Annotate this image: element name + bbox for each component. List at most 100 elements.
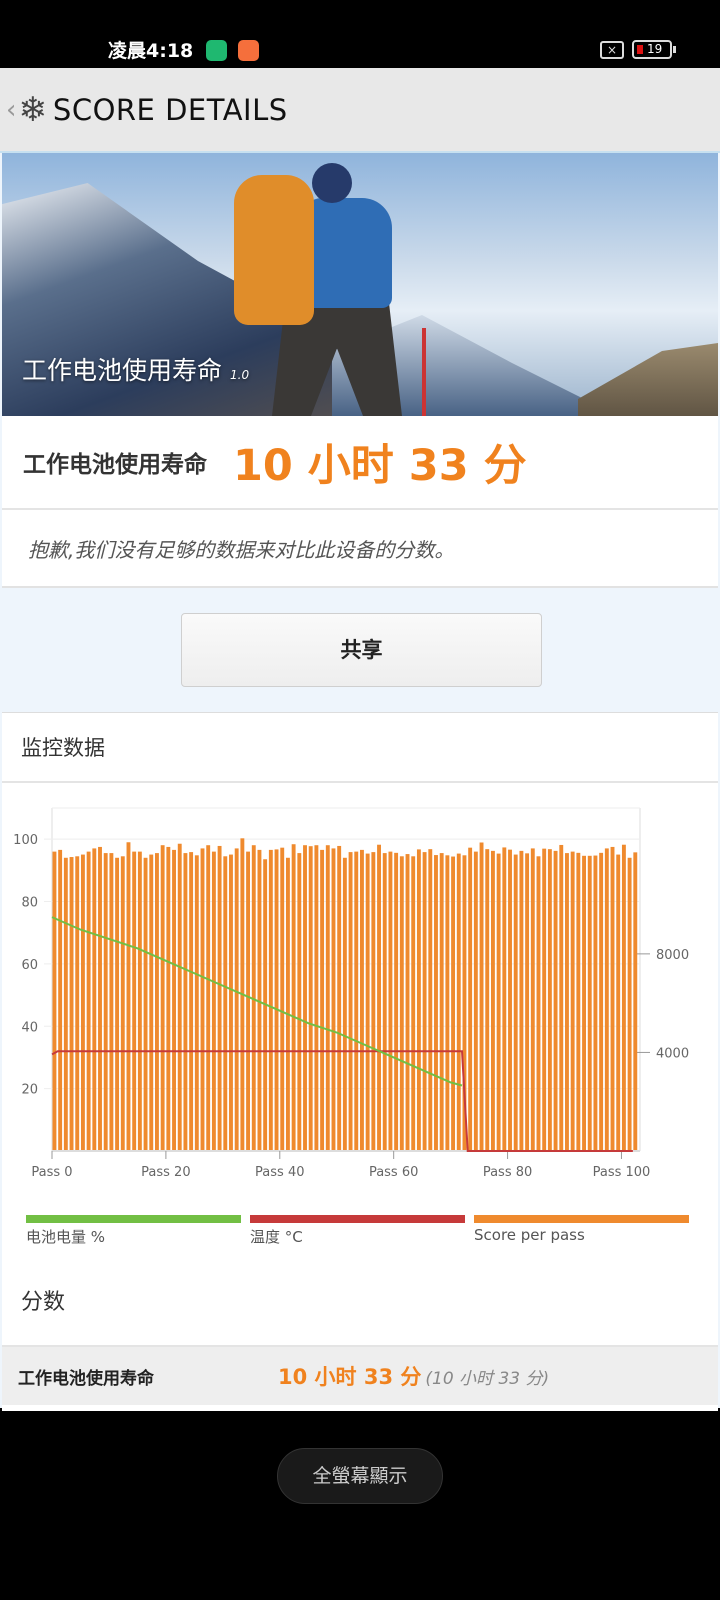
- score-bar: [149, 854, 154, 1151]
- battery-line: [51, 916, 463, 1087]
- score-bar: [377, 844, 381, 1151]
- chart-legend: 电池电量 % 温度 °C Score per pass: [26, 1215, 689, 1247]
- score-bar: [291, 844, 296, 1151]
- score-bar: [194, 855, 199, 1151]
- score-bar: [496, 853, 501, 1151]
- score-bar: [519, 850, 524, 1151]
- score-value: 10 小时 33 分: [233, 441, 527, 491]
- left-tick-label: 20: [21, 1083, 38, 1098]
- score-bar: [348, 852, 353, 1151]
- right-tick-label: 8000: [656, 948, 689, 963]
- score-bar: [155, 853, 159, 1151]
- score-bar: [308, 846, 313, 1151]
- score-bar: [621, 844, 626, 1151]
- score-bar: [126, 842, 131, 1151]
- sim-none-icon: ×: [600, 40, 624, 59]
- score-bar: [490, 850, 495, 1151]
- score-bar: [473, 851, 478, 1151]
- left-tick-label: 100: [13, 833, 38, 848]
- score-bar: [502, 847, 507, 1151]
- score-bar: [479, 842, 484, 1151]
- score-bar: [183, 853, 188, 1151]
- score-bar: [536, 856, 541, 1151]
- app-header: ‹ ❄ SCORE DETAILS: [0, 68, 720, 153]
- score-bar: [103, 853, 108, 1151]
- row-previous: (10 小时 33 分): [425, 1368, 550, 1389]
- score-bar: [547, 849, 552, 1151]
- score-bar: [599, 852, 604, 1151]
- temperature-line: [51, 1050, 633, 1152]
- comparison-note: 抱歉,我们没有足够的数据来对比此设备的分数。: [28, 537, 455, 562]
- score-bar: [456, 853, 461, 1151]
- score-bar: [52, 851, 57, 1151]
- score-bar: [542, 848, 547, 1151]
- battery-icon: 19: [632, 40, 676, 59]
- score-bar: [303, 845, 307, 1151]
- monitor-card: 监控数据 20 40 60 80 100 4000 8000 Pass 0 Pass 20 Pas…: [2, 712, 718, 1411]
- score-bar: [604, 848, 609, 1151]
- x-tick-label: Pass 100: [593, 1165, 651, 1180]
- score-bar: [132, 851, 137, 1151]
- score-bar: [587, 855, 592, 1151]
- chevron-left-icon[interactable]: ‹: [6, 94, 17, 125]
- score-bar: [633, 852, 638, 1151]
- score-bar: [63, 857, 68, 1151]
- legend-battery: 电池电量 %: [26, 1215, 241, 1247]
- score-bar: [485, 849, 490, 1151]
- score-bar: [69, 857, 74, 1151]
- hero-title-text: 工作电池使用寿命: [22, 356, 223, 385]
- score-bar: [331, 848, 336, 1151]
- hero-title: 工作电池使用寿命 1.0: [22, 351, 249, 387]
- version-label: 1.0: [230, 368, 250, 382]
- score-bar: [342, 857, 347, 1151]
- score-bar: [525, 853, 530, 1151]
- score-bar: [325, 845, 330, 1151]
- score-bar: [160, 845, 165, 1151]
- legend-score: Score per pass: [474, 1215, 689, 1247]
- app-screen: ‹ ❄ SCORE DETAILS 工作电池使用寿命 1.0 工作电池使用寿命 1…: [0, 68, 720, 1411]
- score-bar: [439, 853, 444, 1151]
- x-tick-label: Pass 20: [141, 1165, 190, 1180]
- score-bar: [610, 846, 615, 1151]
- score-bar: [371, 852, 376, 1151]
- score-bar: [627, 857, 632, 1151]
- score-bar: [115, 857, 120, 1151]
- snowflake-icon: ❄: [18, 89, 47, 130]
- score-bar: [257, 849, 262, 1151]
- score-bar: [166, 846, 171, 1151]
- score-bar: [365, 853, 370, 1151]
- x-tick-label: Pass 60: [369, 1165, 418, 1180]
- score-bar: [177, 843, 182, 1151]
- score-bar: [360, 849, 364, 1151]
- score-card: 工作电池使用寿命 10 小时 33 分 抱歉,我们没有足够的数据来对比此设备的分…: [2, 416, 718, 588]
- score-bar: [75, 856, 80, 1151]
- legend-battery-label: 电池电量 %: [26, 1228, 106, 1246]
- score-bar: [553, 850, 558, 1151]
- score-bar: [434, 855, 438, 1151]
- score-bar: [268, 849, 273, 1151]
- legend-score-label: Score per pass: [474, 1226, 585, 1244]
- x-tick-label: Pass 40: [255, 1165, 304, 1180]
- chart-svg: 20 40 60 80 100 4000 8000 Pass 0 Pass 20 Pass 40 P…: [13, 807, 689, 1180]
- row-label: 工作电池使用寿命: [18, 1368, 154, 1389]
- score-bar: [616, 854, 621, 1151]
- left-tick-label: 80: [21, 896, 38, 911]
- score-bar: [382, 853, 387, 1151]
- score-bar: [462, 855, 467, 1151]
- score-bar: [223, 856, 228, 1151]
- x-tick-label: Pass 80: [483, 1165, 532, 1180]
- fullscreen-button[interactable]: 全螢幕顯示: [277, 1448, 443, 1504]
- left-tick-label: 40: [21, 1020, 38, 1035]
- x-tick-label: Pass 0: [31, 1165, 72, 1180]
- score-bar: [280, 847, 285, 1151]
- score-bar: [58, 849, 63, 1151]
- score-bar: [445, 855, 450, 1151]
- row-value: 10 小时 33 分: [278, 1365, 422, 1389]
- status-time: 凌晨4:18: [108, 40, 194, 62]
- score-bar: [229, 854, 233, 1151]
- share-button[interactable]: 共享: [181, 613, 542, 687]
- score-bar: [234, 848, 239, 1151]
- scores-section-title: 分数: [2, 1273, 718, 1347]
- score-bar: [565, 853, 569, 1151]
- score-table-row: 工作电池使用寿命 10 小时 33 分 (10 小时 33 分): [2, 1347, 718, 1411]
